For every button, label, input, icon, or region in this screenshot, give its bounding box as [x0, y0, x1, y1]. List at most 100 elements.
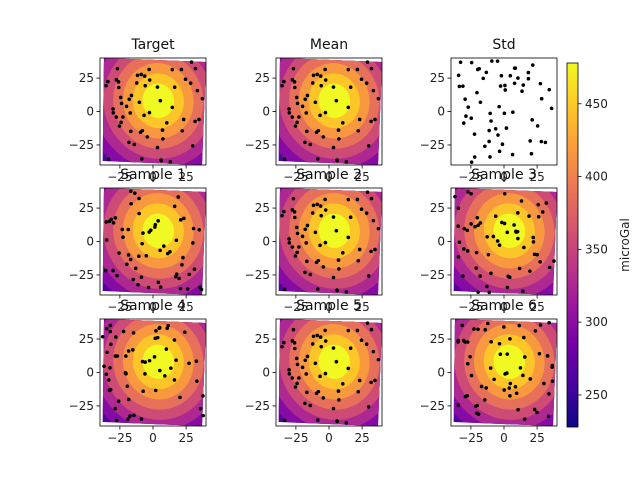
panel-plot-area: [278, 319, 382, 426]
observation-point: [335, 288, 340, 293]
observation-point: [287, 110, 292, 115]
observation-point: [346, 197, 351, 202]
observation-point: [113, 216, 118, 220]
observation-point: [517, 266, 522, 271]
x-tick-label: −25: [283, 300, 308, 314]
observation-point: [465, 340, 470, 344]
observation-point: [305, 390, 309, 395]
observation-point: [331, 215, 336, 219]
colorbar-label: microGal: [618, 218, 632, 272]
observation-point: [170, 67, 175, 72]
observation-point: [129, 129, 133, 134]
x-tick-label: 25: [354, 431, 369, 445]
observation-point: [340, 121, 345, 125]
observation-point: [549, 106, 554, 111]
observation-point: [147, 78, 152, 82]
x-tick-label: 25: [178, 431, 193, 445]
observation-point: [318, 204, 323, 208]
observation-point: [475, 215, 480, 220]
observation-point: [117, 124, 122, 128]
observation-point: [287, 368, 291, 372]
observation-point: [550, 363, 555, 368]
observation-point: [305, 223, 310, 228]
colorbar-tick-label: 350: [585, 242, 608, 256]
observation-point: [488, 111, 492, 116]
observation-point: [502, 221, 507, 226]
observation-point: [476, 327, 480, 332]
y-tick-label: 0: [86, 235, 94, 249]
observation-point: [355, 197, 360, 202]
observation-point: [552, 259, 556, 263]
observation-point: [182, 330, 187, 334]
observation-point: [303, 97, 308, 102]
observation-point: [346, 328, 351, 333]
observation-point: [472, 327, 476, 331]
observation-point: [512, 81, 517, 86]
observation-point: [140, 128, 145, 133]
observation-point: [323, 328, 327, 333]
panel-title: Sample 2: [296, 167, 362, 183]
observation-point: [489, 339, 494, 344]
x-tick-label: 0: [500, 431, 508, 445]
y-tick-label: 0: [262, 366, 270, 380]
observation-point: [287, 237, 291, 241]
observation-point: [503, 372, 507, 376]
observation-point: [364, 342, 369, 346]
observation-point: [539, 139, 544, 144]
observation-point: [135, 73, 140, 78]
observation-point: [172, 204, 177, 209]
observation-point: [143, 83, 148, 88]
observation-point: [547, 392, 551, 396]
observation-point: [463, 340, 467, 344]
observation-point: [488, 366, 493, 370]
observation-point: [153, 388, 158, 393]
observation-point: [118, 95, 123, 100]
observation-point: [487, 290, 492, 295]
y-tick-label: −25: [69, 268, 94, 282]
observation-point: [142, 113, 146, 118]
observation-point: [113, 354, 118, 358]
observation-point: [465, 228, 470, 233]
x-tick-label: 0: [325, 170, 333, 184]
observation-point: [125, 384, 130, 389]
observation-point: [295, 362, 300, 367]
observation-point: [318, 113, 322, 118]
observation-point: [308, 142, 313, 147]
colorbar-tick-label: 300: [585, 315, 608, 329]
observation-point: [140, 241, 144, 246]
observation-point: [537, 351, 542, 356]
x-tick-label: −25: [458, 300, 483, 314]
observation-point: [497, 149, 502, 154]
panel-title: Sample 5: [296, 298, 362, 314]
observation-point: [359, 338, 364, 343]
observation-point: [373, 117, 377, 122]
y-tick-label: 25: [255, 201, 270, 215]
observation-point: [176, 195, 181, 199]
observation-point: [484, 70, 489, 75]
observation-point: [308, 272, 313, 277]
observation-point: [469, 60, 474, 65]
observation-point: [538, 259, 542, 264]
observation-point: [466, 105, 471, 109]
observation-point: [473, 224, 477, 229]
observation-point: [180, 263, 184, 267]
observation-point: [304, 111, 309, 115]
observation-point: [201, 413, 205, 418]
observation-point: [483, 327, 487, 332]
observation-point: [164, 347, 169, 351]
observation-point: [106, 157, 111, 162]
observation-point: [137, 100, 142, 105]
observation-point: [489, 271, 493, 276]
observation-point: [458, 60, 463, 65]
observation-point: [290, 245, 295, 249]
observation-point: [139, 72, 144, 77]
observation-point: [172, 338, 177, 342]
observation-point: [334, 359, 339, 364]
observation-point: [536, 202, 541, 207]
observation-point: [348, 85, 353, 90]
observation-point: [155, 145, 160, 150]
observation-point: [291, 196, 296, 201]
observation-point: [305, 93, 310, 98]
observation-point: [195, 379, 199, 383]
